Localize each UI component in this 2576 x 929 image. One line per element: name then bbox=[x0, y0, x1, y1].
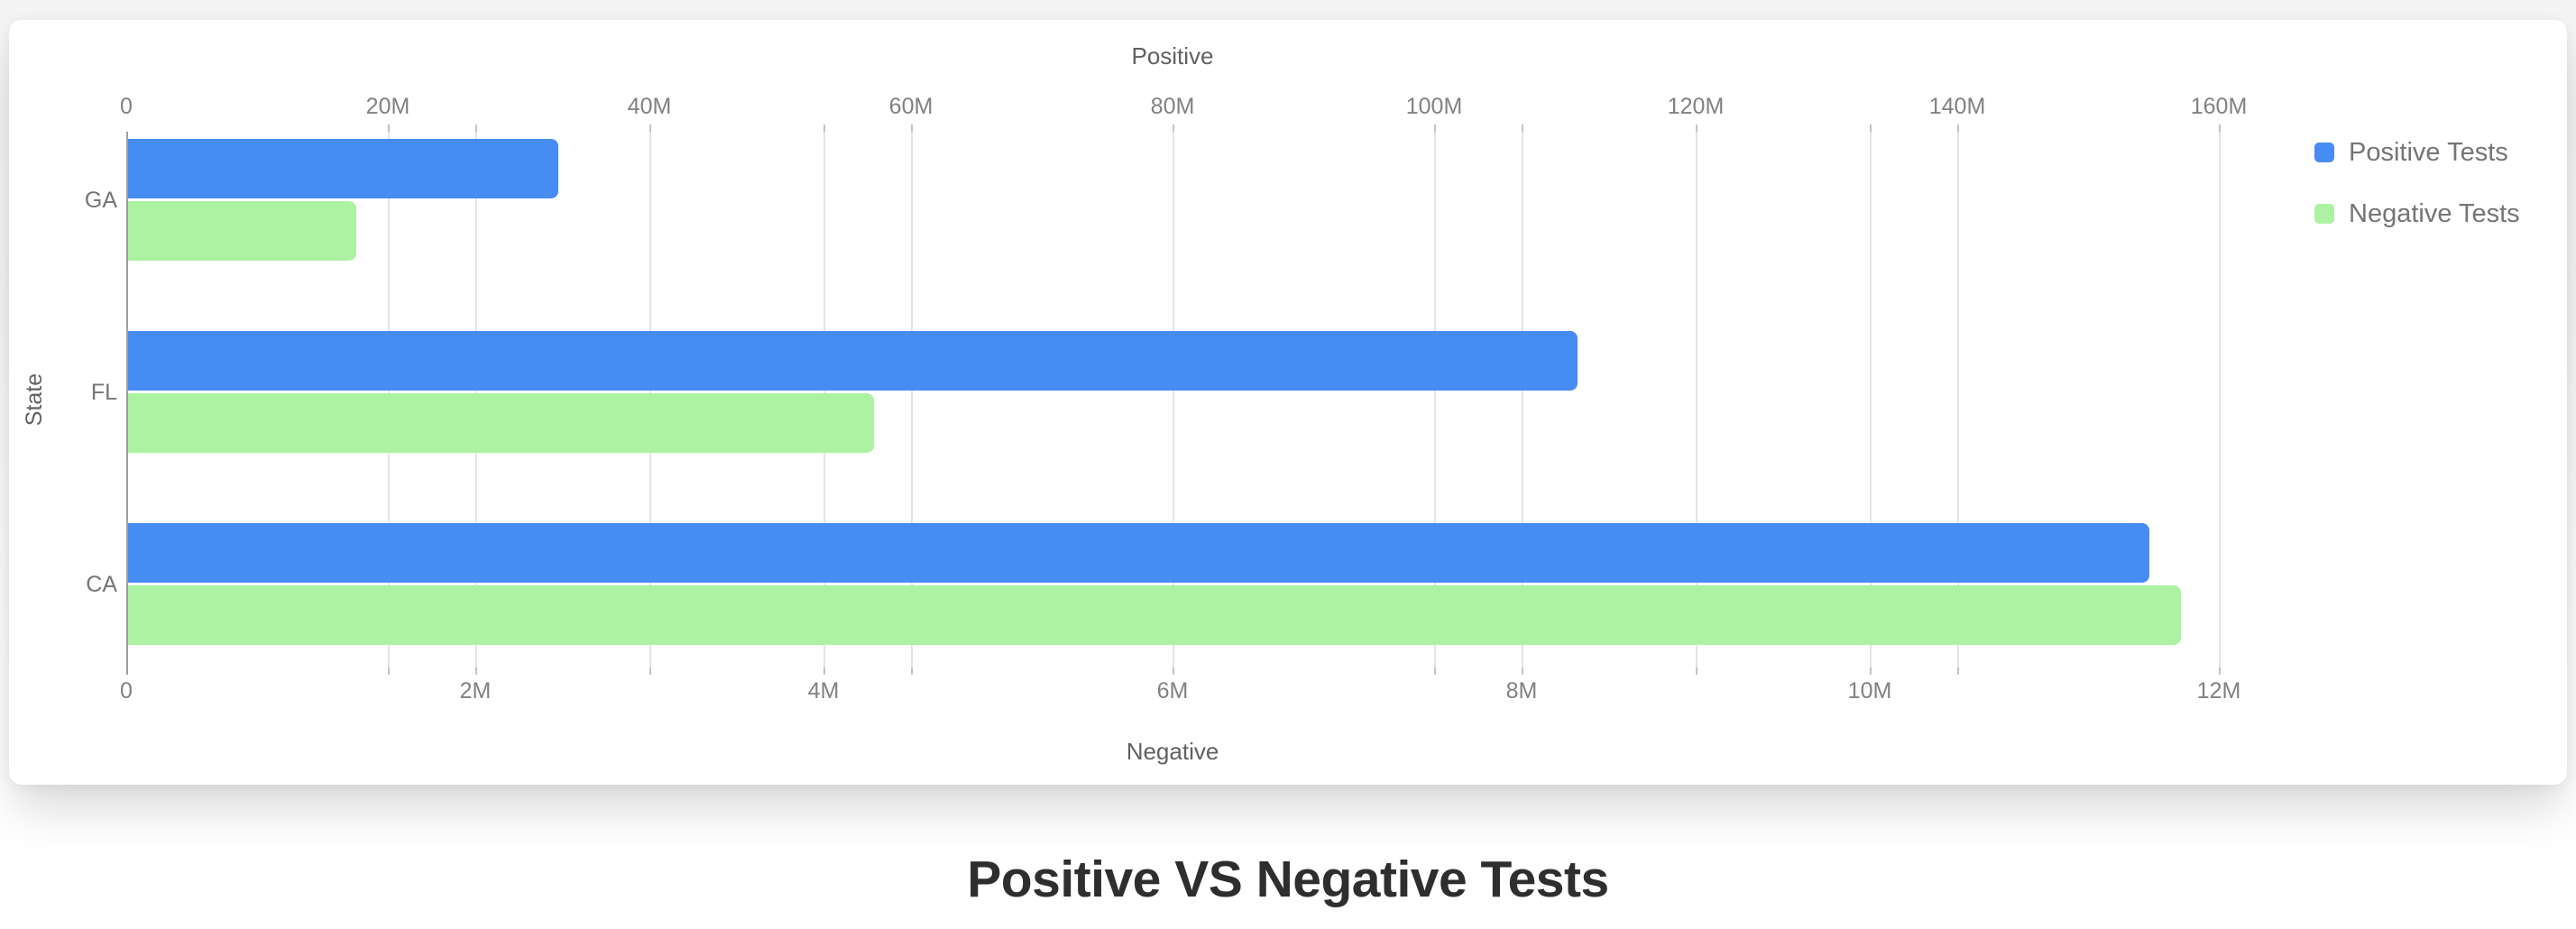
bottom-axis-tick-label: 12M bbox=[2196, 678, 2241, 704]
bottom-axis-tick bbox=[1434, 667, 1436, 675]
gridline bbox=[2219, 132, 2221, 667]
top-axis-title: Positive bbox=[1131, 42, 1214, 69]
top-axis-tick bbox=[2219, 124, 2221, 132]
bottom-axis-tick-label: 6M bbox=[1156, 678, 1189, 704]
gridline bbox=[1173, 132, 1174, 667]
bottom-axis-tick bbox=[1957, 667, 1959, 675]
legend-swatch bbox=[2314, 204, 2334, 224]
bottom-axis-tick-label: 10M bbox=[1847, 678, 1892, 704]
top-axis-tick-label: 0 bbox=[120, 94, 133, 119]
bottom-axis-tick bbox=[1870, 667, 1872, 675]
top-axis-tick bbox=[1173, 124, 1174, 132]
bottom-axis-tick-label: 4M bbox=[807, 678, 840, 704]
bar-positive-tests-ca bbox=[128, 523, 2149, 583]
top-axis-tick-label: 80M bbox=[1150, 94, 1195, 119]
bottom-axis-tick bbox=[1522, 667, 1523, 675]
gridline bbox=[911, 132, 913, 667]
top-axis-tick-label: 60M bbox=[888, 94, 934, 119]
top-axis-tick bbox=[911, 124, 913, 132]
top-axis-tick bbox=[475, 124, 477, 132]
top-axis-tick bbox=[649, 124, 651, 132]
gridline bbox=[1870, 132, 1872, 667]
legend-swatch bbox=[2314, 143, 2334, 162]
top-axis-tick-label: 100M bbox=[1405, 94, 1463, 119]
bar-positive-tests-fl bbox=[128, 331, 1578, 391]
top-axis-tick bbox=[1522, 124, 1523, 132]
top-axis-tick bbox=[1870, 124, 1872, 132]
gridline bbox=[1434, 132, 1436, 667]
bottom-axis-tick bbox=[1173, 667, 1174, 675]
bottom-axis-tick bbox=[388, 667, 390, 675]
bottom-axis-tick bbox=[1696, 667, 1697, 675]
top-axis-tick bbox=[1434, 124, 1436, 132]
bottom-axis-tick bbox=[475, 667, 477, 675]
top-axis-tick-label: 160M bbox=[2190, 94, 2248, 119]
legend-label: Positive Tests bbox=[2349, 138, 2508, 167]
category-axis-line bbox=[126, 132, 128, 675]
bottom-axis-tick-label: 8M bbox=[1505, 678, 1538, 704]
bottom-axis-tick bbox=[911, 667, 913, 675]
top-axis-tick-label: 120M bbox=[1667, 94, 1725, 119]
chart-title: Positive VS Negative Tests bbox=[967, 851, 1609, 908]
bar-negative-tests-fl bbox=[128, 393, 874, 453]
legend-label: Negative Tests bbox=[2349, 199, 2520, 228]
top-axis-tick bbox=[388, 124, 390, 132]
top-axis-tick-label: 140M bbox=[1928, 94, 1986, 119]
gridline bbox=[1522, 132, 1523, 667]
top-axis-tick-label: 20M bbox=[365, 94, 410, 119]
bar-negative-tests-ga bbox=[128, 201, 356, 261]
bar-positive-tests-ga bbox=[128, 139, 558, 198]
category-label-fl: FL bbox=[90, 379, 117, 405]
category-label-ga: GA bbox=[84, 187, 117, 213]
gridline bbox=[1696, 132, 1697, 667]
top-axis-tick bbox=[1696, 124, 1697, 132]
bottom-axis-title: Negative bbox=[1126, 738, 1219, 765]
top-axis-tick bbox=[1957, 124, 1959, 132]
gridline bbox=[1957, 132, 1959, 667]
bar-negative-tests-ca bbox=[128, 585, 2181, 645]
bottom-axis-tick-label: 2M bbox=[459, 678, 492, 704]
bottom-axis-tick-label: 0 bbox=[120, 678, 133, 704]
category-label-ca: CA bbox=[86, 571, 117, 597]
top-axis-tick-label: 40M bbox=[627, 94, 672, 119]
bottom-axis-tick bbox=[823, 667, 825, 675]
top-axis-tick bbox=[823, 124, 825, 132]
bottom-axis-tick bbox=[649, 667, 651, 675]
chart-card: Positive State 0 20M 40M 60M 80M 100M 120M 140M… bbox=[9, 20, 2567, 785]
bottom-axis-tick bbox=[2219, 667, 2221, 675]
